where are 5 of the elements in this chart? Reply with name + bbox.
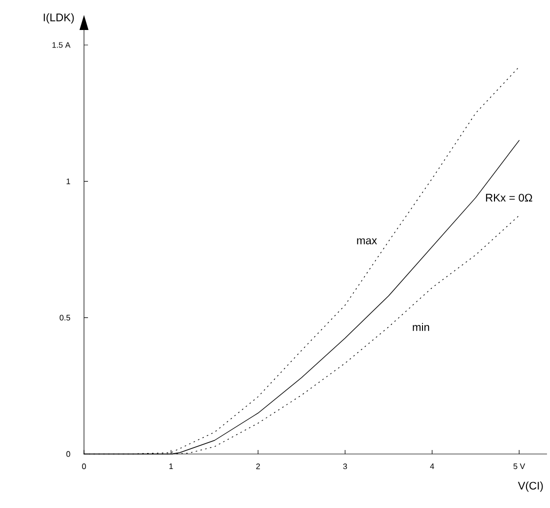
x-axis-title: V(CI) <box>518 482 543 492</box>
series-label: min <box>412 322 430 331</box>
y-axis-title: I(LDK) <box>44 13 74 24</box>
series-label: RKx = 0Ω <box>486 194 532 202</box>
series-label: max <box>357 238 377 244</box>
